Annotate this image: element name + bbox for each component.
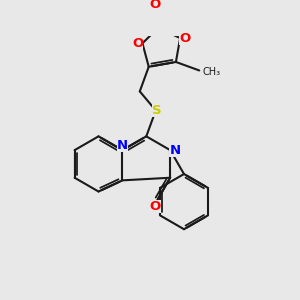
Text: O: O: [179, 32, 190, 45]
Text: S: S: [152, 104, 162, 117]
Text: O: O: [149, 0, 160, 11]
Text: N: N: [169, 144, 181, 157]
Text: O: O: [132, 37, 143, 50]
Text: O: O: [149, 200, 161, 213]
Text: CH₃: CH₃: [202, 67, 220, 77]
Text: N: N: [117, 139, 128, 152]
